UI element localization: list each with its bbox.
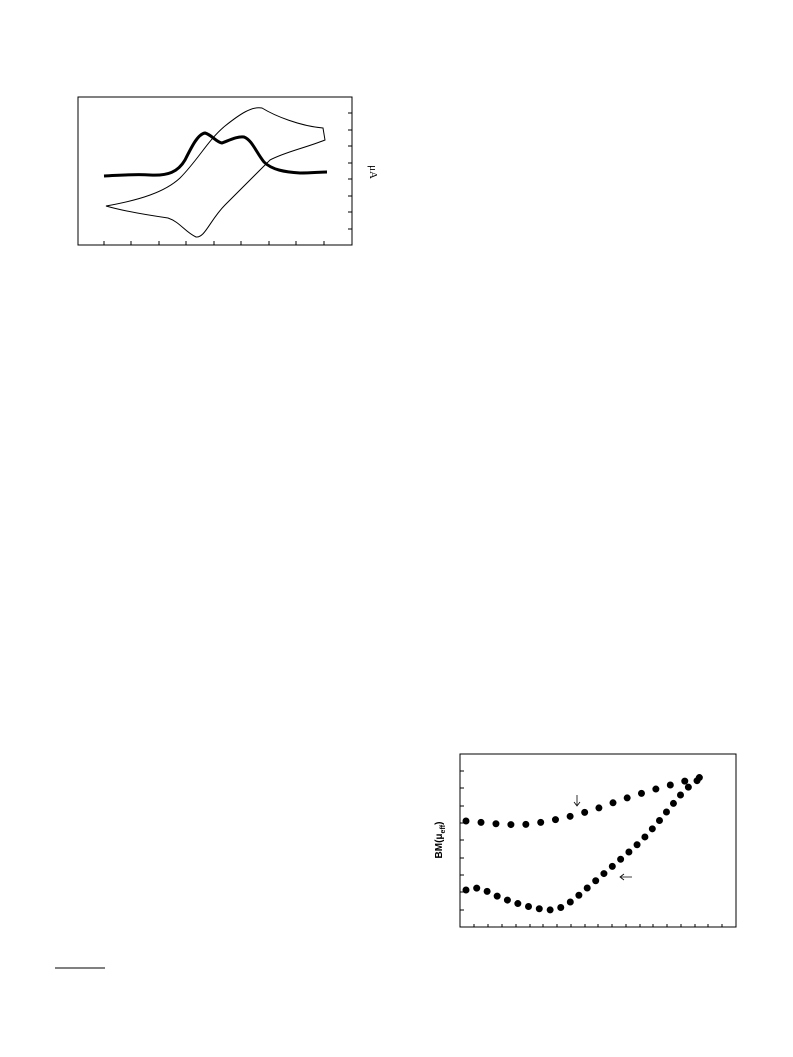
tick-marks (103, 112, 352, 245)
y-label-close: ) (434, 822, 445, 825)
lower-points (462, 772, 710, 914)
figure-2: BM(μeff) (434, 753, 737, 928)
cv-loop (105, 107, 326, 238)
tick-marks (460, 770, 723, 927)
plot-frame (77, 96, 353, 246)
arrow-left (619, 873, 632, 881)
y-label-main: BM(μ (434, 833, 445, 858)
y-label-sub: eff (440, 824, 447, 833)
y-axis-label: μA (367, 165, 379, 179)
upper-points (462, 772, 710, 829)
figure-1: μA (77, 96, 379, 246)
dpv-curve (103, 131, 328, 178)
y-axis-label: BM(μeff) (434, 822, 447, 859)
arrow-down (573, 795, 581, 807)
